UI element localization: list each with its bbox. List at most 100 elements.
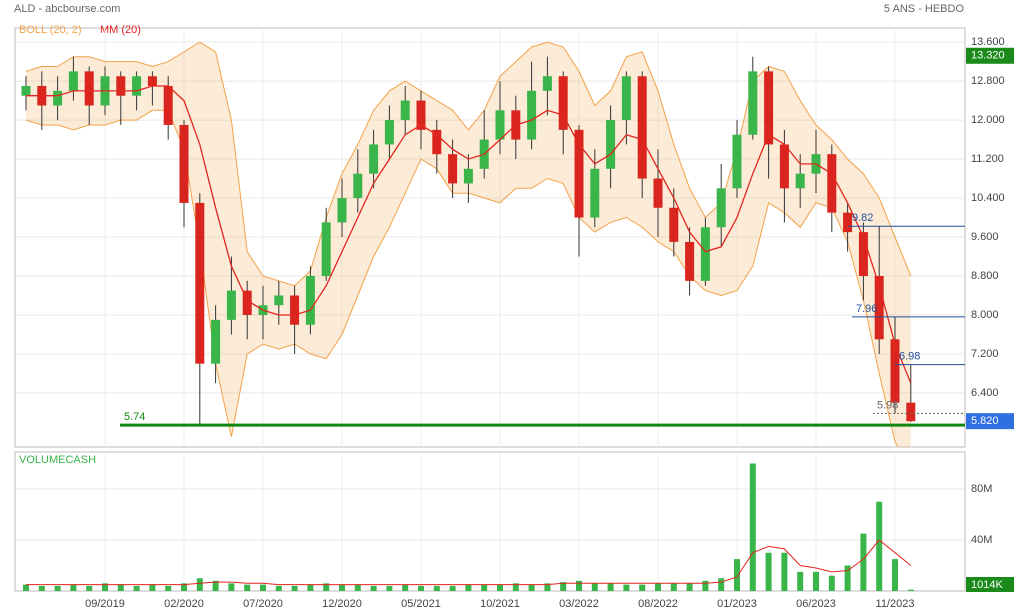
volume-bar: [133, 585, 140, 591]
candle-body: [906, 402, 916, 422]
bollinger-band: [26, 42, 911, 447]
volume-bar: [481, 584, 488, 591]
candle-body: [353, 173, 363, 199]
candle-body: [400, 100, 410, 121]
volume-bar: [797, 571, 804, 591]
volume-bar: [260, 584, 266, 591]
candle-body: [53, 90, 63, 106]
moving-average: [26, 85, 912, 384]
x-tick-label: 06/2023: [796, 598, 836, 610]
volume-bar: [418, 585, 424, 591]
volume-bar: [339, 584, 345, 591]
price-tag-label: 5.820: [971, 415, 999, 427]
y-tick-label: 12.800: [971, 75, 1005, 87]
price-tag: [966, 47, 1014, 64]
candle-body: [463, 168, 473, 184]
volume-bar: [291, 585, 298, 591]
price-tag-label: 13.320: [971, 50, 1005, 62]
volume-bar: [117, 584, 124, 591]
candle-body: [795, 173, 805, 189]
candle-body: [748, 71, 758, 135]
volume-bar: [670, 583, 677, 591]
volume-bar: [23, 584, 29, 591]
candle-body: [669, 207, 679, 242]
volume-bar: [402, 584, 409, 591]
x-tick-label: 07/2020: [243, 598, 283, 610]
candle-body: [732, 134, 742, 189]
x-tick-label: 02/2020: [164, 598, 204, 610]
bollinger-upper: [25, 41, 912, 287]
volume-frame: [14, 451, 966, 592]
candle-body: [369, 144, 379, 174]
candle-body: [890, 339, 900, 403]
level-label: 7.96: [856, 303, 877, 315]
candle-body: [685, 241, 695, 281]
x-tick-label: 10/2021: [480, 598, 520, 610]
volume-bar: [892, 559, 898, 591]
candle-body: [621, 76, 631, 121]
candle-body: [779, 144, 789, 189]
volume-bar: [70, 584, 77, 591]
volume-bar: [244, 584, 251, 591]
candle-body: [448, 154, 458, 184]
candle-body: [147, 76, 157, 86]
volume-bar: [465, 584, 472, 591]
volume-bar: [813, 571, 819, 591]
volume-bar: [196, 578, 203, 591]
volume-bar: [576, 580, 582, 591]
x-tick-label: 05/2021: [401, 598, 441, 610]
candle-body: [305, 275, 315, 325]
candle-body: [637, 76, 647, 179]
candle-body: [527, 90, 537, 140]
candle-body: [337, 198, 347, 223]
volume-bar: [212, 580, 219, 591]
y-tick-label: 7.200: [971, 348, 999, 360]
candle-body: [84, 71, 94, 106]
volume-bar: [686, 583, 693, 591]
candle-body: [21, 85, 31, 96]
candle-body: [542, 76, 552, 91]
candle-body: [274, 295, 284, 306]
candle-body: [290, 295, 300, 325]
price-plot: [15, 28, 965, 447]
volume-bar: [165, 585, 172, 591]
volume-bar: [544, 583, 551, 591]
x-tick-label: 01/2023: [717, 598, 757, 610]
candle-body: [321, 222, 331, 276]
volume-bar: [907, 589, 914, 591]
level-label: 6.98: [899, 351, 920, 363]
y-tick-label: 6.400: [971, 387, 999, 399]
y-tick-label: 8.800: [971, 270, 999, 282]
volume-bar: [734, 559, 740, 591]
volume-bar: [749, 463, 756, 591]
volume-bar: [149, 584, 156, 591]
volume-bar: [765, 552, 772, 591]
candle-body: [384, 120, 394, 145]
volume-bar: [102, 583, 108, 591]
y-tick-label: 8.000: [971, 309, 999, 321]
volume-bar: [433, 585, 440, 591]
candle-body: [242, 290, 252, 315]
candle-body: [68, 71, 78, 91]
volume-bar: [512, 583, 519, 591]
volume-bar: [275, 585, 282, 591]
volume-bar: [354, 584, 361, 591]
volume-plot: [15, 452, 965, 591]
candle-body: [495, 110, 505, 140]
candle-body: [606, 120, 616, 169]
candle-body: [211, 319, 221, 364]
volume-bar: [844, 565, 851, 591]
y-tick-label: 80M: [971, 483, 992, 495]
level-label: 5.74: [124, 411, 145, 423]
volume-bar: [528, 584, 535, 591]
candle-body: [116, 76, 126, 96]
volume-bar: [228, 583, 235, 591]
legend-boll: BOLL (20, 2): [19, 24, 82, 36]
candle-body: [574, 129, 584, 218]
candle-body: [590, 168, 600, 218]
volume-bar: [386, 585, 393, 591]
candle-body: [416, 100, 426, 130]
candle-body: [653, 178, 663, 208]
level-label: 9.82: [852, 212, 873, 224]
candle-body: [558, 76, 568, 130]
